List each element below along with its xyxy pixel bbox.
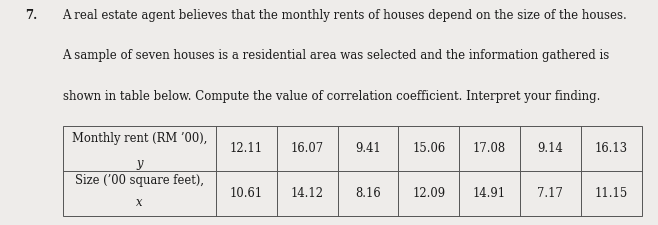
Text: A sample of seven houses is a residential area was selected and the information : A sample of seven houses is a residentia… (63, 50, 610, 63)
Text: 7.17: 7.17 (538, 187, 563, 200)
Text: 10.61: 10.61 (230, 187, 263, 200)
Text: 15.06: 15.06 (412, 142, 445, 155)
Text: 16.07: 16.07 (291, 142, 324, 155)
Text: Size (’00 square feet),: Size (’00 square feet), (75, 174, 204, 187)
Text: 8.16: 8.16 (355, 187, 381, 200)
Text: 9.41: 9.41 (355, 142, 381, 155)
Text: 14.91: 14.91 (473, 187, 506, 200)
Text: shown in table below. Compute the value of correlation coefficient. Interpret yo: shown in table below. Compute the value … (63, 90, 600, 103)
Text: 14.12: 14.12 (291, 187, 324, 200)
Text: 12.09: 12.09 (412, 187, 445, 200)
Text: 17.08: 17.08 (473, 142, 506, 155)
Text: x: x (136, 196, 143, 209)
Text: A real estate agent believes that the monthly rents of houses depend on the size: A real estate agent believes that the mo… (63, 9, 627, 22)
Text: 9.14: 9.14 (538, 142, 563, 155)
Text: Monthly rent (RM ’00),: Monthly rent (RM ’00), (72, 132, 207, 145)
Text: 7.: 7. (25, 9, 38, 22)
Text: 11.15: 11.15 (595, 187, 628, 200)
Text: y: y (136, 158, 143, 171)
Text: 16.13: 16.13 (595, 142, 628, 155)
Text: 12.11: 12.11 (230, 142, 263, 155)
